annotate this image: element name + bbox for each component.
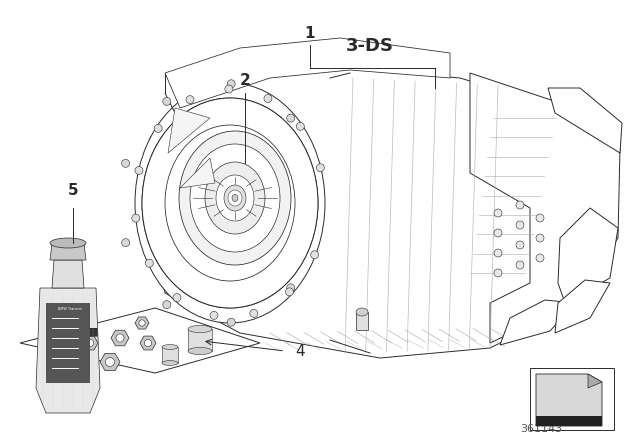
Circle shape	[145, 259, 154, 267]
Circle shape	[210, 311, 218, 319]
Ellipse shape	[162, 361, 178, 366]
Circle shape	[516, 241, 524, 249]
Circle shape	[106, 358, 115, 366]
Circle shape	[227, 318, 235, 326]
Text: BMW Transmi: BMW Transmi	[58, 307, 82, 311]
Ellipse shape	[356, 308, 368, 316]
Polygon shape	[168, 108, 210, 153]
Circle shape	[86, 340, 93, 347]
Text: 2: 2	[239, 73, 250, 87]
Polygon shape	[148, 68, 615, 358]
Polygon shape	[548, 88, 622, 153]
Circle shape	[70, 323, 80, 333]
Circle shape	[494, 269, 502, 277]
Circle shape	[310, 251, 319, 259]
Text: 4: 4	[295, 344, 305, 358]
Bar	[55, 328, 97, 336]
Polygon shape	[140, 336, 156, 350]
Circle shape	[225, 85, 233, 93]
Circle shape	[494, 229, 502, 237]
Polygon shape	[50, 243, 86, 260]
Circle shape	[536, 234, 544, 242]
Text: 3-DS: 3-DS	[346, 37, 394, 55]
Circle shape	[173, 293, 181, 302]
Ellipse shape	[179, 131, 291, 265]
Circle shape	[163, 301, 171, 309]
Polygon shape	[536, 374, 602, 426]
Circle shape	[285, 288, 294, 296]
Circle shape	[516, 221, 524, 229]
Polygon shape	[558, 208, 618, 303]
Circle shape	[122, 159, 130, 168]
Polygon shape	[135, 317, 149, 329]
Circle shape	[536, 214, 544, 222]
Ellipse shape	[232, 194, 238, 202]
Ellipse shape	[50, 238, 86, 248]
Text: 1: 1	[305, 26, 316, 40]
Circle shape	[516, 201, 524, 209]
Circle shape	[494, 209, 502, 217]
Circle shape	[61, 349, 70, 358]
Ellipse shape	[188, 347, 212, 355]
Polygon shape	[500, 300, 575, 345]
Circle shape	[135, 166, 143, 174]
Polygon shape	[588, 374, 602, 388]
Circle shape	[316, 164, 324, 172]
Circle shape	[186, 95, 194, 103]
Bar	[536, 416, 602, 426]
Ellipse shape	[224, 185, 246, 211]
Ellipse shape	[165, 125, 295, 281]
Ellipse shape	[190, 144, 280, 252]
Polygon shape	[165, 38, 450, 108]
Polygon shape	[470, 73, 620, 343]
Text: 361143: 361143	[520, 424, 562, 434]
Circle shape	[250, 310, 258, 317]
Polygon shape	[555, 280, 610, 333]
Polygon shape	[52, 260, 84, 288]
Bar	[356, 312, 368, 330]
Circle shape	[287, 284, 294, 292]
Circle shape	[227, 80, 235, 88]
Ellipse shape	[205, 162, 265, 234]
Ellipse shape	[188, 325, 212, 332]
Text: 5: 5	[68, 183, 78, 198]
Circle shape	[163, 97, 171, 105]
Circle shape	[536, 254, 544, 262]
Polygon shape	[82, 336, 98, 350]
Polygon shape	[111, 330, 129, 346]
Polygon shape	[20, 308, 260, 373]
Bar	[162, 347, 178, 363]
Polygon shape	[100, 353, 120, 370]
Circle shape	[122, 239, 130, 247]
Ellipse shape	[135, 83, 325, 323]
Polygon shape	[55, 345, 75, 363]
Circle shape	[154, 125, 162, 133]
Polygon shape	[142, 98, 318, 308]
Circle shape	[139, 320, 145, 326]
Bar	[55, 328, 97, 336]
Ellipse shape	[216, 175, 254, 221]
Polygon shape	[64, 319, 86, 337]
Circle shape	[287, 114, 294, 122]
Bar	[46, 303, 90, 383]
Circle shape	[116, 334, 124, 342]
Circle shape	[494, 249, 502, 257]
Polygon shape	[36, 288, 100, 413]
Ellipse shape	[162, 345, 178, 349]
Circle shape	[264, 95, 272, 103]
Polygon shape	[180, 158, 215, 188]
Bar	[188, 329, 212, 351]
Circle shape	[145, 340, 152, 347]
Ellipse shape	[142, 98, 318, 308]
Circle shape	[516, 261, 524, 269]
Circle shape	[132, 214, 140, 222]
Circle shape	[296, 122, 305, 130]
Ellipse shape	[228, 190, 242, 206]
Bar	[530, 368, 614, 430]
